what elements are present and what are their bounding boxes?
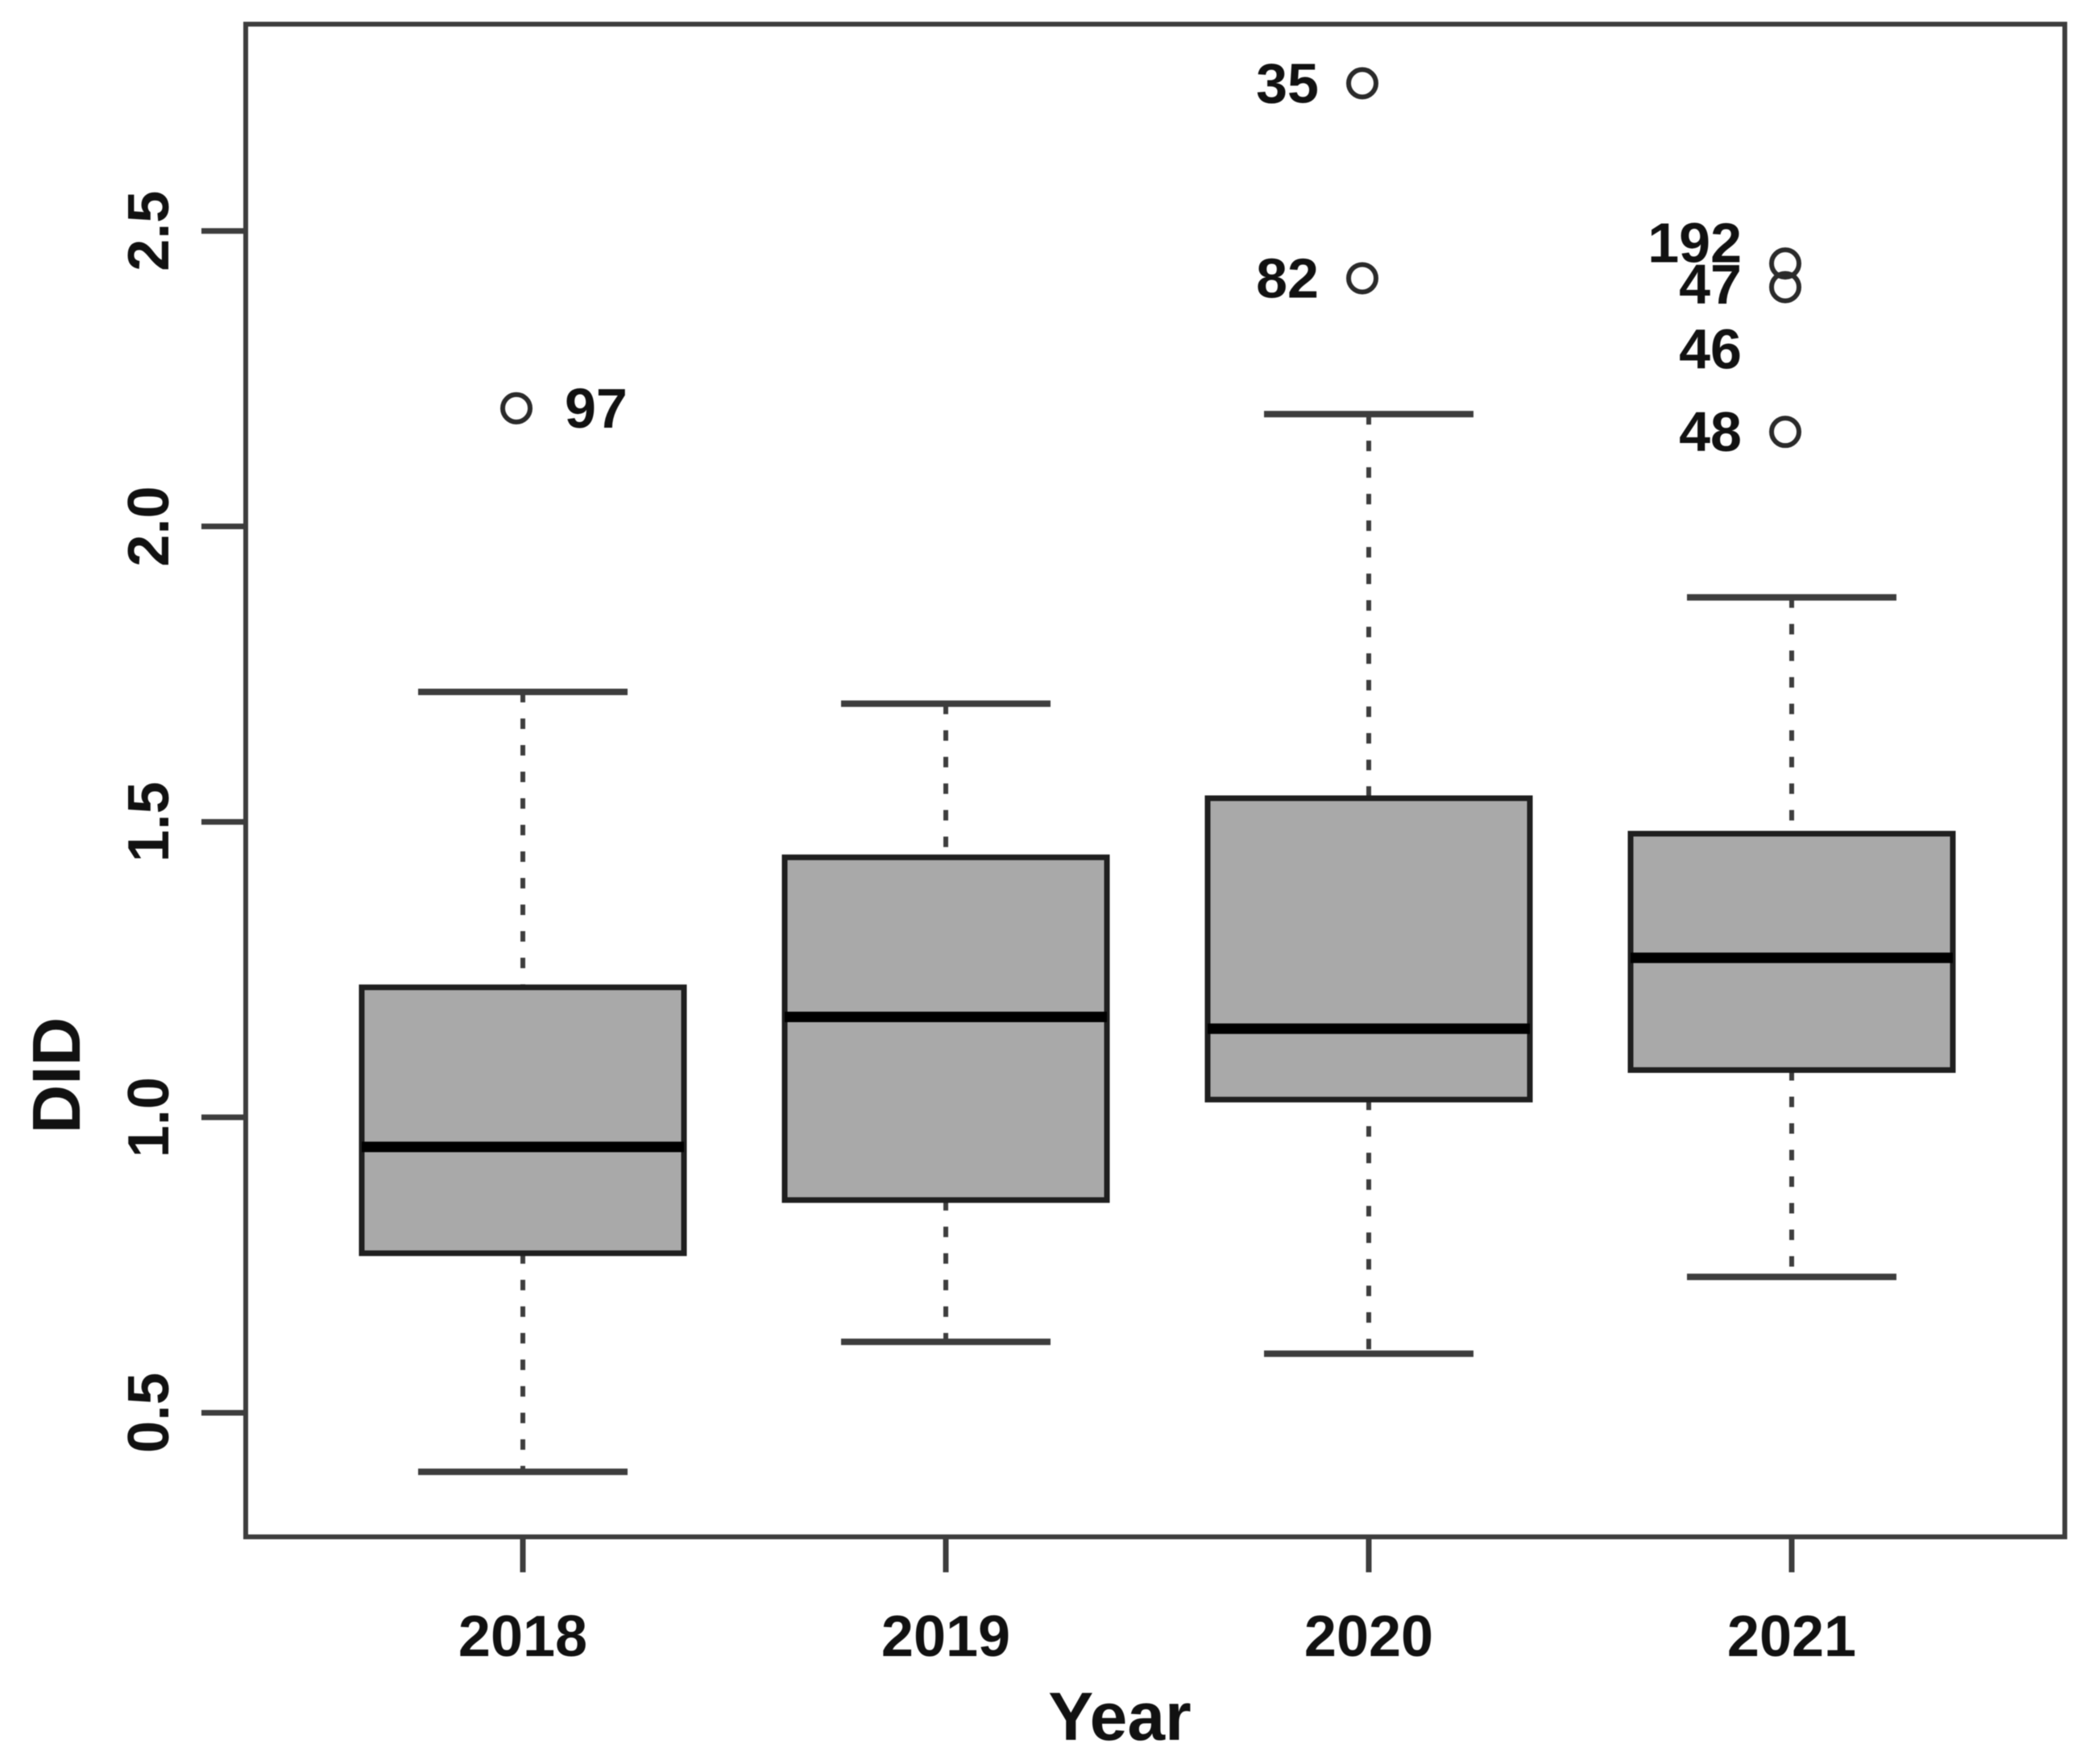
outlier-point-2020-1 bbox=[1346, 262, 1378, 295]
outlier-label-2021-192: 192 bbox=[1647, 211, 1742, 274]
outlier-label-2020-82: 82 bbox=[1256, 246, 1319, 309]
y-tick-label: 2.0 bbox=[117, 487, 181, 567]
x-axis-title: Year bbox=[1048, 1679, 1192, 1754]
y-axis-title: DID bbox=[19, 1017, 94, 1134]
box-2018 bbox=[359, 984, 687, 1257]
box-2020 bbox=[1204, 795, 1533, 1103]
outlier-point-2021-0 bbox=[1769, 247, 1801, 280]
outlier-label-2018-97: 97 bbox=[565, 377, 628, 440]
x-tick-label: 2021 bbox=[1727, 1605, 1856, 1669]
outlier-point-2020-0 bbox=[1346, 67, 1378, 100]
y-tick-label: 1.5 bbox=[117, 781, 181, 862]
box-2019 bbox=[781, 854, 1110, 1203]
outlier-label-2021-47: 47 bbox=[1679, 253, 1742, 316]
plot-border bbox=[243, 22, 2067, 1539]
x-tick-label: 2018 bbox=[458, 1605, 587, 1669]
outlier-point-2021-1 bbox=[1769, 271, 1801, 304]
y-tick-label: 0.5 bbox=[117, 1373, 181, 1453]
outlier-label-2021-46: 46 bbox=[1679, 317, 1742, 380]
x-tick-label: 2019 bbox=[881, 1605, 1010, 1669]
outlier-label-2020-35: 35 bbox=[1256, 52, 1319, 114]
box-2021 bbox=[1627, 830, 1956, 1073]
y-tick-label: 2.5 bbox=[117, 191, 181, 271]
plot-area: 0.5 1.0 1.5 2.0 2.5 2018 2019 2020 2021 97 35 82 192… bbox=[117, 22, 2067, 1669]
outlier-label-2021-48: 48 bbox=[1679, 400, 1742, 463]
x-tick-label: 2020 bbox=[1304, 1605, 1433, 1669]
outlier-point-2021-2 bbox=[1769, 416, 1801, 449]
y-tick-label: 1.0 bbox=[117, 1077, 181, 1157]
outlier-point-2018-0 bbox=[500, 391, 533, 424]
